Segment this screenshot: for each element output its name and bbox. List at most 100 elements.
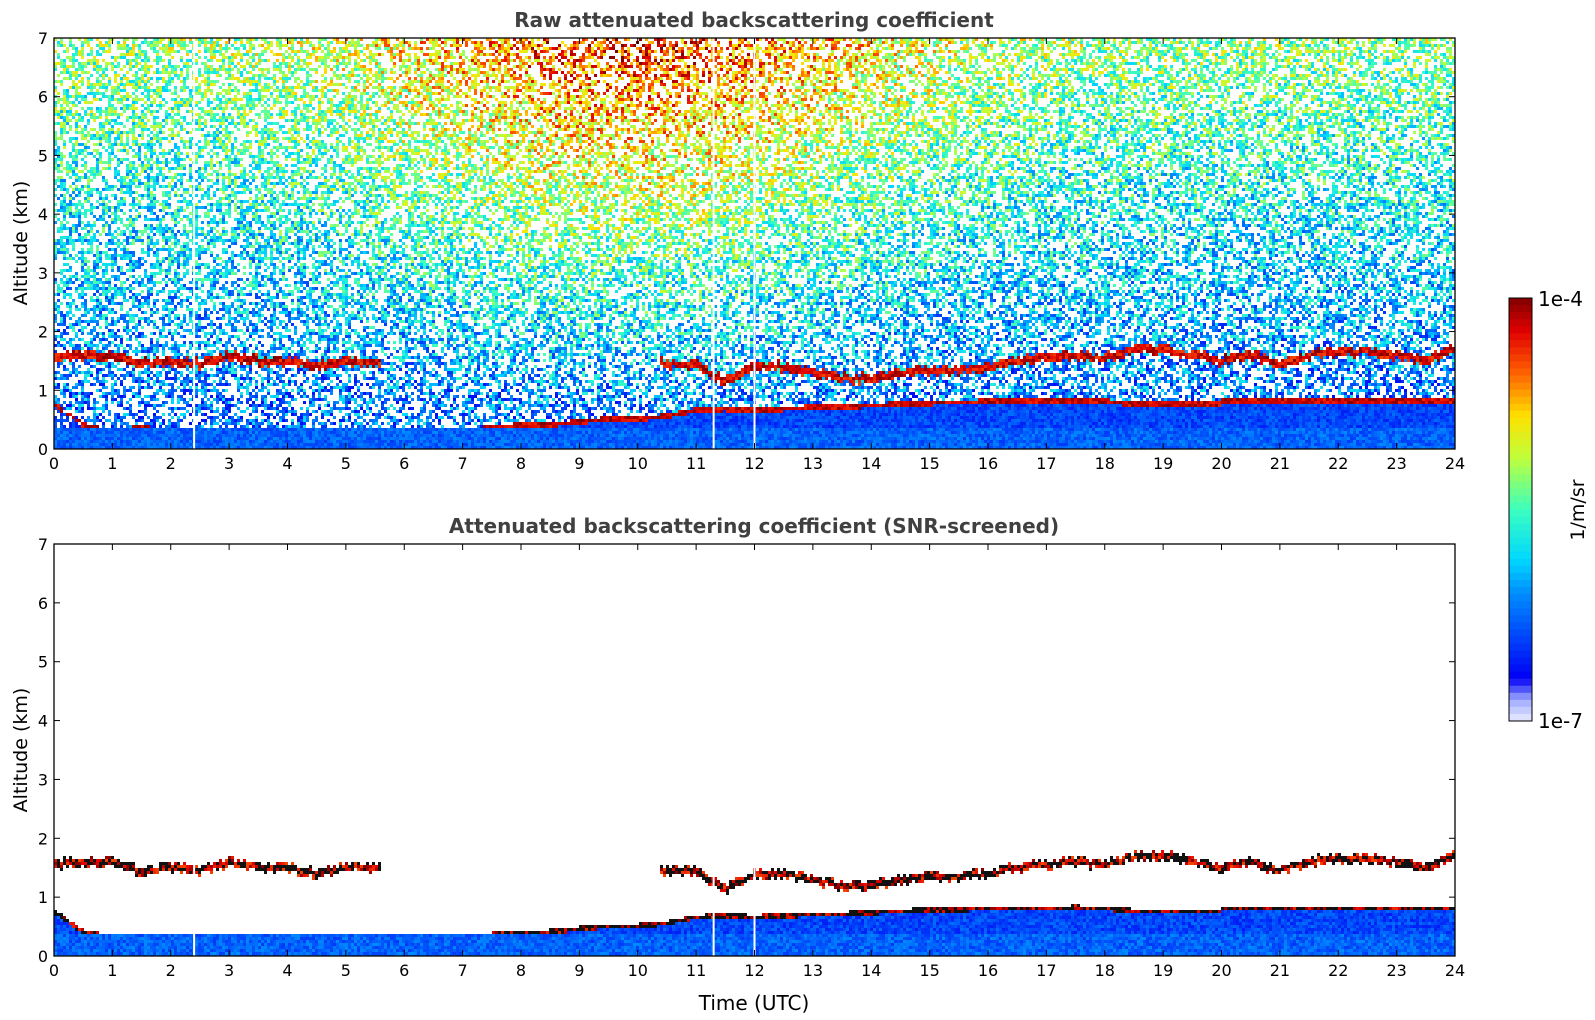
colorbar-band — [1509, 594, 1532, 602]
colorbar-band — [1509, 679, 1532, 687]
y-tick-label: 2 — [38, 323, 48, 342]
colorbar-band — [1509, 651, 1532, 659]
data-gap — [193, 544, 195, 956]
x-tick-label: 19 — [1153, 454, 1173, 473]
colorbar-band — [1509, 686, 1532, 694]
x-tick-label: 20 — [1211, 961, 1231, 980]
x-tick-label: 4 — [282, 454, 292, 473]
y-tick-label: 7 — [38, 29, 48, 48]
x-tick-label: 2 — [166, 454, 176, 473]
colorbar-band — [1509, 383, 1532, 391]
colorbar-band — [1509, 481, 1532, 489]
colorbar-band — [1509, 587, 1532, 595]
colorbar-band — [1509, 369, 1532, 377]
colorbar-band — [1509, 354, 1532, 362]
colorbar-band — [1509, 573, 1532, 581]
data-gap — [193, 38, 195, 449]
colorbar-band — [1509, 460, 1532, 468]
colorbar-band — [1509, 298, 1532, 306]
x-tick-label: 16 — [978, 454, 998, 473]
raw-backscatter-panel: Raw attenuated backscattering coefficien… — [10, 8, 1465, 473]
y-tick-label: 1 — [38, 381, 48, 400]
top-chart-title: Raw attenuated backscattering coefficien… — [514, 8, 994, 32]
y-tick-label: 5 — [38, 653, 48, 672]
x-tick-label: 7 — [458, 454, 468, 473]
x-tick-label: 21 — [1270, 961, 1290, 980]
x-tick-label: 8 — [516, 961, 526, 980]
colorbar-band — [1509, 707, 1532, 715]
colorbar-band — [1509, 580, 1532, 588]
colorbar-band — [1509, 608, 1532, 616]
x-tick-label: 6 — [399, 454, 409, 473]
data-gap — [754, 544, 756, 956]
x-tick-label: 11 — [686, 961, 706, 980]
y-tick-label: 1 — [38, 888, 48, 907]
colorbar-band — [1509, 446, 1532, 454]
x-tick-label: 13 — [803, 454, 823, 473]
x-tick-label: 18 — [1095, 454, 1115, 473]
x-tick-label: 15 — [919, 961, 939, 980]
top-y-axis-label: Altitude (km) — [10, 181, 32, 306]
x-tick-label: 2 — [166, 961, 176, 980]
x-tick-label: 18 — [1095, 961, 1115, 980]
x-tick-label: 10 — [628, 454, 648, 473]
colorbar-band — [1509, 524, 1532, 532]
data-gap — [754, 38, 756, 449]
bottom-chart-title: Attenuated backscattering coefficient (S… — [449, 514, 1059, 538]
x-tick-label: 13 — [803, 961, 823, 980]
colorbar-band — [1509, 615, 1532, 623]
colorbar-band — [1509, 411, 1532, 419]
colorbar-band — [1509, 404, 1532, 412]
colorbar-band — [1509, 601, 1532, 609]
colorbar-band — [1509, 361, 1532, 369]
x-tick-label: 23 — [1386, 454, 1406, 473]
x-axis-label: Time (UTC) — [698, 991, 810, 1015]
x-tick-label: 22 — [1328, 961, 1348, 980]
x-tick-label: 24 — [1445, 454, 1465, 473]
x-tick-label: 4 — [282, 961, 292, 980]
y-tick-label: 3 — [38, 264, 48, 283]
colorbar-band — [1509, 643, 1532, 651]
bottom-heatmap — [54, 544, 1455, 958]
colorbar-band — [1509, 566, 1532, 574]
screened-backscatter-panel: Attenuated backscattering coefficient (S… — [10, 514, 1465, 1015]
colorbar-band — [1509, 340, 1532, 348]
x-tick-label: 5 — [341, 961, 351, 980]
colorbar-band — [1509, 672, 1532, 680]
y-tick-label: 4 — [38, 205, 48, 224]
colorbar-band — [1509, 700, 1532, 708]
y-tick-label: 7 — [38, 535, 48, 554]
x-tick-label: 14 — [861, 454, 881, 473]
colorbar-band — [1509, 531, 1532, 539]
colorbar-band — [1509, 488, 1532, 496]
colorbar-band — [1509, 418, 1532, 426]
colorbar-band — [1509, 305, 1532, 313]
colorbar-band — [1509, 665, 1532, 673]
colorbar-band — [1509, 658, 1532, 666]
colorbar-band — [1509, 552, 1532, 560]
colorbar-band — [1509, 347, 1532, 355]
x-tick-label: 20 — [1211, 454, 1231, 473]
top-heatmap — [54, 38, 1455, 449]
bottom-y-axis-label: Altitude (km) — [10, 688, 32, 813]
x-tick-label: 3 — [224, 454, 234, 473]
x-tick-label: 7 — [458, 961, 468, 980]
colorbar-band — [1509, 517, 1532, 525]
colorbar-band — [1509, 538, 1532, 546]
colorbar-band — [1509, 432, 1532, 440]
x-tick-label: 6 — [399, 961, 409, 980]
x-tick-label: 9 — [574, 961, 584, 980]
colorbar-unit-label: 1/m/sr — [1567, 479, 1589, 540]
x-tick-label: 14 — [861, 961, 881, 980]
colorbar-band — [1509, 397, 1532, 405]
y-tick-label: 4 — [38, 712, 48, 731]
y-tick-label: 2 — [38, 829, 48, 848]
x-tick-label: 15 — [919, 454, 939, 473]
colorbar-band — [1509, 559, 1532, 567]
colorbar-band — [1509, 545, 1532, 553]
colorbar-max-label: 1e-4 — [1538, 287, 1583, 311]
colorbar-band — [1509, 622, 1532, 630]
x-tick-label: 12 — [744, 454, 764, 473]
colorbar-band — [1509, 326, 1532, 334]
colorbar-band — [1509, 333, 1532, 341]
